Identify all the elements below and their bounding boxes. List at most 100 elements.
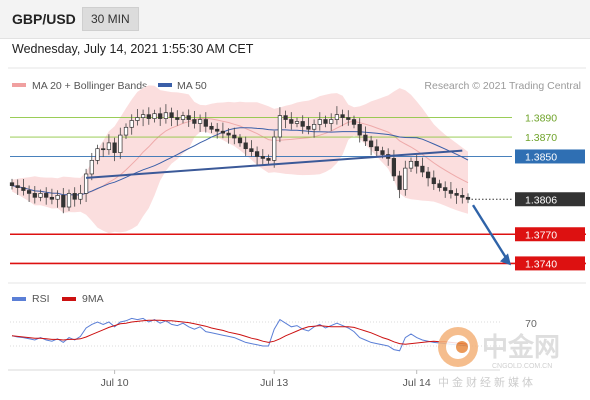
candle xyxy=(437,179,442,192)
candle-body xyxy=(266,158,271,161)
candle xyxy=(374,139,379,157)
price-tag: 1.3850 xyxy=(515,149,585,164)
candle xyxy=(9,178,15,190)
candle xyxy=(232,127,237,145)
ma9-legend-swatch xyxy=(62,297,76,301)
candle-body xyxy=(129,120,134,128)
candle xyxy=(106,134,112,155)
timestamp: Wednesday, July 14, 2021 1:55:30 AM CET xyxy=(12,42,254,56)
candle xyxy=(55,190,60,208)
candle xyxy=(254,146,260,166)
candle-body xyxy=(277,115,283,138)
candle-body xyxy=(209,125,214,130)
candle-body xyxy=(175,117,180,120)
candle xyxy=(95,144,100,165)
bollinger-band-fill xyxy=(12,85,468,234)
candle-body xyxy=(83,173,89,194)
candle-body xyxy=(169,112,174,118)
candle-body xyxy=(289,119,294,124)
price-tag: 1.3770 xyxy=(515,227,585,242)
candle xyxy=(32,186,37,204)
x-tick: Jul 10 xyxy=(101,370,129,389)
candle xyxy=(192,110,197,129)
candle-body xyxy=(249,148,254,152)
watermark-logo-core xyxy=(456,341,468,353)
candle xyxy=(163,104,169,124)
candle-body xyxy=(408,160,414,169)
candle xyxy=(329,113,334,131)
candle xyxy=(112,137,117,162)
candle xyxy=(209,122,214,134)
candle xyxy=(158,107,163,126)
ma50-legend-swatch xyxy=(158,83,172,87)
candle-body xyxy=(397,175,402,190)
candle-body xyxy=(26,190,32,194)
watermark-cn-name: 中金网 xyxy=(482,332,560,362)
candle xyxy=(346,110,351,126)
candle xyxy=(61,187,66,214)
candle xyxy=(21,179,26,196)
rsi-legend-swatch xyxy=(12,297,26,301)
candle xyxy=(465,193,471,204)
candle xyxy=(311,119,317,138)
price-tag-label: 1.3890 xyxy=(525,113,557,125)
candle-body xyxy=(140,114,146,118)
candle xyxy=(226,128,231,144)
candle xyxy=(414,155,419,174)
x-tick: Jul 14 xyxy=(403,370,431,389)
candle xyxy=(146,107,151,125)
candle-body xyxy=(260,156,265,159)
ma9-legend-label: 9MA xyxy=(82,293,104,305)
candle xyxy=(420,157,425,178)
candle-body xyxy=(351,119,357,125)
candle xyxy=(260,149,265,165)
trend-line xyxy=(86,149,463,179)
candle xyxy=(283,110,288,129)
bollinger-bands xyxy=(11,85,469,234)
candle xyxy=(180,111,186,124)
candle-body xyxy=(317,119,322,125)
candle-body xyxy=(306,125,311,130)
price-tag-label: 1.3850 xyxy=(525,151,557,163)
candle xyxy=(38,189,43,202)
candle xyxy=(431,170,436,190)
candle-body xyxy=(66,193,72,208)
candle-body xyxy=(300,121,305,127)
candle-body xyxy=(49,196,55,200)
price-tag: 1.3806 xyxy=(515,192,585,207)
candle-body xyxy=(340,114,345,118)
candle xyxy=(129,114,134,135)
candle xyxy=(454,188,459,204)
candle xyxy=(334,106,340,125)
annotations xyxy=(86,149,511,266)
candle xyxy=(277,107,283,143)
candle-body xyxy=(454,193,459,196)
candle-body xyxy=(334,114,340,120)
candle xyxy=(203,112,208,133)
timeframe-button[interactable]: 30 MIN xyxy=(82,7,139,31)
candle xyxy=(403,160,408,196)
candle-body xyxy=(112,142,117,153)
candle xyxy=(15,179,20,195)
watermark-tagline: 中金财经新媒体 xyxy=(438,375,536,389)
candle xyxy=(26,185,32,202)
x-tick-label: Jul 10 xyxy=(101,377,129,389)
candle-body xyxy=(357,124,362,136)
candle xyxy=(443,181,448,198)
candle-body xyxy=(329,119,334,124)
price-tag-label: 1.3806 xyxy=(525,194,557,206)
candle xyxy=(243,136,248,157)
rsi-level-label: 70 xyxy=(525,318,537,330)
candle-body xyxy=(420,165,425,173)
watermark: 中金网 CNGOLD.COM.CN 中金财经新媒体 xyxy=(438,327,560,389)
candle-body xyxy=(380,150,385,155)
candle xyxy=(266,154,271,165)
price-tag: 1.3740 xyxy=(515,256,585,271)
candle-body xyxy=(323,119,328,124)
x-tick-label: Jul 14 xyxy=(403,377,431,389)
bollinger-legend-label: MA 20 + Bollinger Bands xyxy=(32,80,147,92)
candle xyxy=(66,189,72,211)
candle xyxy=(101,142,106,158)
candle xyxy=(351,115,357,129)
